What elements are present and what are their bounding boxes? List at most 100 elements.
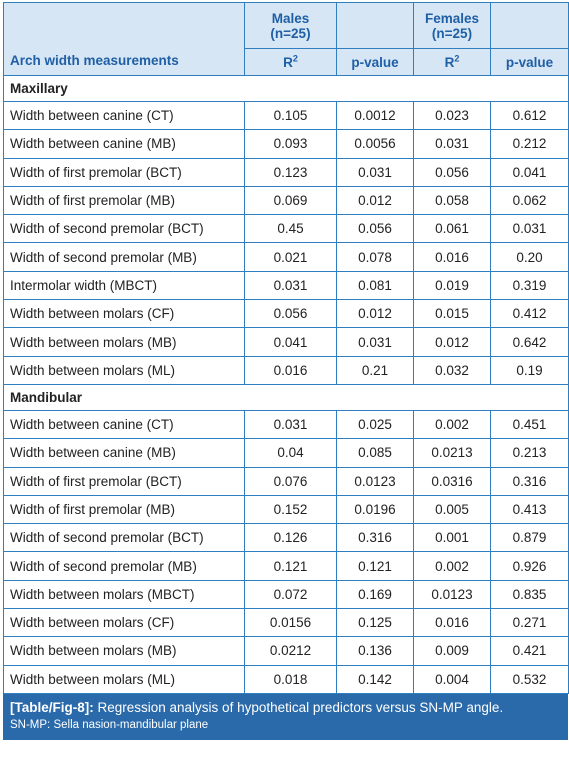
males-n: (n=25) (270, 25, 311, 41)
males-r2-cell: 0.018 (244, 664, 337, 694)
table-row: Width of second premolar (MB) 0.021 0.078 0… (3, 242, 569, 272)
females-pvalue-cell: 0.451 (490, 409, 569, 440)
table-row: Width between molars (ML) 0.018 0.142 0.004… (3, 664, 569, 694)
column-header-arch: Arch width measurements (3, 2, 245, 76)
males-pvalue-cell: 0.085 (336, 438, 414, 468)
males-r2-cell: 0.04 (244, 438, 337, 468)
males-r2-cell: 0.45 (244, 214, 337, 244)
females-r2-cell: 0.005 (413, 494, 491, 525)
males-pvalue-cell: 0.056 (336, 214, 414, 244)
table-row: Width between molars (CF) 0.056 0.012 0.015… (3, 299, 569, 329)
measurement-label: Width between molars (MB) (3, 636, 245, 666)
table-row: Width of first premolar (BCT) 0.123 0.031 0… (3, 157, 569, 187)
r2-label: R (283, 54, 293, 70)
males-r2-cell: 0.0156 (244, 608, 337, 638)
females-header: Females (n=25) (413, 2, 491, 49)
section-title: Mandibular (3, 383, 569, 411)
males-pvalue-cell: 0.169 (336, 579, 414, 610)
females-r2-cell: 0.016 (413, 242, 491, 272)
caption-note: SN-MP: Sella nasion-mandibular plane (10, 718, 209, 731)
males-r2-cell: 0.072 (244, 579, 337, 610)
pvalue-label: p-value (351, 54, 399, 70)
table-row: Width between molars (ML) 0.016 0.21 0.032 0… (3, 355, 569, 385)
females-r2-cell: 0.002 (413, 551, 491, 581)
males-pvalue-header: p-value (336, 48, 414, 76)
females-r2-cell: 0.009 (413, 636, 491, 666)
r2-sup: 2 (292, 53, 298, 63)
table-row: Width of second premolar (BCT) 0.126 0.316… (3, 523, 569, 553)
table-row: Width between molars (MB) 0.041 0.031 0.012… (3, 327, 569, 357)
females-r2-cell: 0.001 (413, 523, 491, 553)
females-pvalue-cell: 0.421 (490, 636, 569, 666)
males-r2-cell: 0.152 (244, 494, 337, 525)
males-pvalue-cell: 0.031 (336, 157, 414, 187)
females-pvalue-cell: 0.879 (490, 523, 569, 553)
measurement-label: Width between molars (CF) (3, 299, 245, 329)
females-pvalue-cell: 0.213 (490, 438, 569, 468)
males-r2-cell: 0.0212 (244, 636, 337, 666)
table-row: Width between canine (CT) 0.105 0.0012 0.02… (3, 100, 569, 131)
males-r2-cell: 0.031 (244, 409, 337, 440)
males-spacer (336, 2, 414, 49)
females-r2-cell: 0.015 (413, 299, 491, 329)
males-r2-cell: 0.093 (244, 129, 337, 159)
males-r2-cell: 0.105 (244, 100, 337, 131)
females-r2-cell: 0.058 (413, 185, 491, 216)
measurement-label: Intermolar width (MBCT) (3, 270, 245, 301)
males-pvalue-cell: 0.316 (336, 523, 414, 553)
males-pvalue-cell: 0.031 (336, 327, 414, 357)
females-r2-cell: 0.0213 (413, 438, 491, 468)
table-row: Width of second premolar (BCT) 0.45 0.056 0… (3, 214, 569, 244)
measurement-label: Width of first premolar (BCT) (3, 157, 245, 187)
females-pvalue-cell: 0.642 (490, 327, 569, 357)
males-header: Males (n=25) (244, 2, 337, 49)
r2-sup: 2 (454, 53, 460, 63)
table-row: Width between canine (MB) 0.04 0.085 0.0213… (3, 438, 569, 468)
males-r2-cell: 0.041 (244, 327, 337, 357)
table-row: Width of first premolar (MB) 0.069 0.012 0.… (3, 185, 569, 216)
table-row: Width of second premolar (MB) 0.121 0.121 0… (3, 551, 569, 581)
females-pvalue-cell: 0.20 (490, 242, 569, 272)
caption-tag: [Table/Fig-8]: (10, 699, 94, 715)
measurement-label: Width of second premolar (BCT) (3, 214, 245, 244)
females-r2-header: R2 (413, 48, 491, 76)
males-pvalue-cell: 0.125 (336, 608, 414, 638)
section-title: Maxillary (3, 75, 569, 102)
table-row: Intermolar width (MBCT) 0.031 0.081 0.019 0.… (3, 270, 569, 301)
males-r2-cell: 0.021 (244, 242, 337, 272)
males-pvalue-cell: 0.025 (336, 409, 414, 440)
males-pvalue-cell: 0.081 (336, 270, 414, 301)
caption-title: [Table/Fig-8]: Regression analysis of hy… (10, 700, 561, 716)
males-pvalue-cell: 0.21 (336, 355, 414, 385)
regression-table: Arch width measurements Males (n=25) Fema… (3, 2, 569, 694)
females-pvalue-cell: 0.926 (490, 551, 569, 581)
females-label: Females (424, 10, 480, 26)
males-r2-cell: 0.056 (244, 299, 337, 329)
measurement-label: Width between molars (ML) (3, 664, 245, 694)
females-pvalue-cell: 0.319 (490, 270, 569, 301)
females-r2-cell: 0.002 (413, 409, 491, 440)
females-pvalue-cell: 0.612 (490, 100, 569, 131)
females-r2-cell: 0.031 (413, 129, 491, 159)
measurement-label: Width between canine (MB) (3, 129, 245, 159)
females-r2-cell: 0.0123 (413, 579, 491, 610)
females-pvalue-cell: 0.212 (490, 129, 569, 159)
table-caption: [Table/Fig-8]: Regression analysis of hy… (3, 693, 568, 740)
measurement-label: Width of second premolar (BCT) (3, 523, 245, 553)
table-figure: Arch width measurements Males (n=25) Fema… (3, 2, 569, 740)
males-r2-cell: 0.069 (244, 185, 337, 216)
table-row: Width between molars (MB) 0.0212 0.136 0.00… (3, 636, 569, 666)
table-row: Width between molars (MBCT) 0.072 0.169 0.0… (3, 579, 569, 610)
females-pvalue-cell: 0.031 (490, 214, 569, 244)
females-r2-cell: 0.004 (413, 664, 491, 694)
females-r2-cell: 0.0316 (413, 466, 491, 496)
males-r2-cell: 0.016 (244, 355, 337, 385)
pvalue-label: p-value (505, 54, 554, 70)
measurement-label: Width between canine (CT) (3, 100, 245, 131)
females-r2-cell: 0.019 (413, 270, 491, 301)
section-row: Mandibular (3, 383, 569, 411)
males-pvalue-cell: 0.0196 (336, 494, 414, 525)
males-r2-cell: 0.076 (244, 466, 337, 496)
measurement-label: Width between canine (MB) (3, 438, 245, 468)
males-pvalue-cell: 0.078 (336, 242, 414, 272)
